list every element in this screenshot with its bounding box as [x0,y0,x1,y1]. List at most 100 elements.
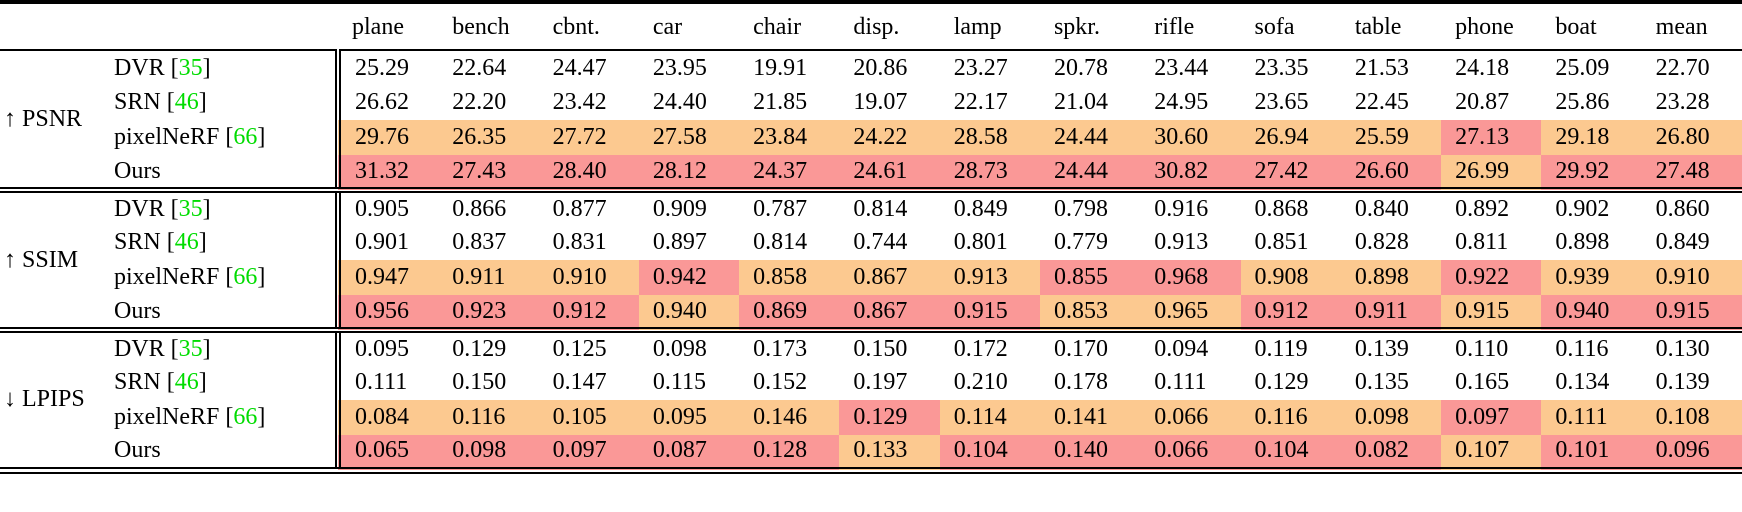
method-name: SRN [114,89,161,115]
corner-method-cell [112,2,338,51]
value-cell: 0.116 [1240,400,1341,435]
method-label: DVR [35] [114,54,211,81]
value-cell: 21.85 [753,89,808,115]
method-label: SRN [46] [114,369,207,395]
table-row: Ours 0.956 0.923 0.912 0.940 0.869 0.867 0.915 0… [0,295,1742,333]
value-cell: 26.60 [1340,155,1442,193]
table-row: pixelNeRF [66] 0.947 0.911 0.910 0.942 0.858 0… [0,260,1742,295]
value-cell: 27.13 [1441,120,1542,155]
value-cell: 0.115 [652,369,706,395]
citation: 66 [233,124,258,150]
value-cell: 0.869 [739,295,840,333]
metric-label: ↓ LPIPS [0,330,112,474]
value-cell: 27.72 [538,120,639,155]
method-label: Ours [112,155,338,193]
value-cell: 0.105 [538,400,639,435]
value-cell: 26.80 [1641,120,1742,155]
benchmark-results-section: plane bench cbnt. car chair disp. lamp spkr. rif… [0,0,1742,474]
method-name: pixelNeRF [114,124,220,150]
value-cell: 31.32 [334,155,439,193]
value-cell: 0.849 [953,195,1008,222]
value-cell: 24.37 [739,155,840,193]
value-cell: 25.86 [1555,89,1610,115]
column-header: car [638,2,740,51]
table-row: ↑ PSNR DVR [35] 25.29 22.64 24.47 23.95 19.91 2… [0,50,1742,193]
method-name: SRN [114,369,161,395]
value-cell: 25.59 [1340,120,1442,155]
column-header: cbnt. [538,2,639,51]
value-cell: 0.851 [1254,229,1309,255]
column-header: chair [739,2,840,51]
value-cell: 0.125 [552,335,607,362]
value-cell: 27.43 [438,155,539,193]
value-cell: 0.197 [853,369,908,395]
value-cell: 0.082 [1340,435,1442,474]
table-row: Ours 0.065 0.098 0.097 0.087 0.128 0.133 0.104 0… [0,435,1742,474]
value-cell: 0.911 [1340,295,1442,333]
value-cell: 0.101 [1541,435,1642,474]
column-header: rifle [1140,2,1241,51]
value-cell: 24.44 [1039,120,1141,155]
value-cell: 0.853 [1039,295,1141,333]
value-cell: 0.909 [652,195,707,222]
value-cell: 24.40 [652,89,707,115]
column-header: mean [1641,2,1742,51]
value-cell: 0.814 [753,229,808,255]
value-cell: 0.129 [839,400,940,435]
value-cell: 0.744 [853,229,908,255]
citation: 46 [174,229,199,255]
value-cell: 0.798 [1053,195,1108,222]
value-cell: 0.868 [1254,195,1309,222]
value-cell: 29.76 [334,120,439,155]
method-label: DVR [35] [114,195,211,222]
value-cell: 0.094 [1154,335,1209,362]
value-cell: 0.170 [1053,335,1108,362]
value-cell: 24.22 [839,120,940,155]
method-name: SRN [114,229,161,255]
value-cell: 0.915 [1441,295,1542,333]
method-name: DVR [114,54,165,81]
value-cell: 0.111 [1541,400,1642,435]
value-cell: 0.128 [739,435,840,474]
column-header: plane [338,2,439,51]
value-cell: 0.940 [638,295,740,333]
value-cell: 0.140 [1039,435,1141,474]
method-label: SRN [46] [114,89,207,115]
value-cell: 23.28 [1655,89,1710,115]
value-cell: 0.116 [1555,335,1609,362]
value-cell: 23.35 [1254,54,1309,81]
value-cell: 0.940 [1541,295,1642,333]
value-cell: 0.104 [939,435,1040,474]
value-cell: 0.901 [334,225,439,260]
value-cell: 29.92 [1541,155,1642,193]
method-label: Ours [112,295,338,333]
value-cell: 0.877 [552,195,607,222]
value-cell: 0.898 [1340,260,1442,295]
value-cell: 0.892 [1455,195,1510,222]
column-header: spkr. [1039,2,1141,51]
value-cell: 0.855 [1039,260,1141,295]
table-row: pixelNeRF [66] 29.76 26.35 27.72 27.58 23.84 2… [0,120,1742,155]
metric-label: ↑ PSNR [0,50,112,193]
value-cell: 0.942 [638,260,740,295]
value-cell: 26.35 [438,120,539,155]
value-cell: 0.922 [1441,260,1542,295]
value-cell: 0.915 [939,295,1040,333]
value-cell: 0.135 [1354,369,1409,395]
results-table: plane bench cbnt. car chair disp. lamp spkr. rif… [0,0,1742,474]
value-cell: 21.53 [1354,54,1409,81]
value-cell: 20.87 [1455,89,1510,115]
value-cell: 0.831 [552,229,607,255]
method-name: pixelNeRF [114,264,220,290]
value-cell: 0.902 [1555,195,1610,222]
citation: 35 [178,54,203,81]
citation: 66 [233,404,258,430]
table-row: ↓ LPIPS DVR [35] 0.095 0.129 0.125 0.098 0.173… [0,330,1742,474]
value-cell: 0.866 [452,195,507,222]
table-row: ↑ SSIM DVR [35] 0.905 0.866 0.877 0.909 0.787 0… [0,190,1742,333]
value-cell: 0.065 [334,435,439,474]
value-cell: 24.44 [1039,155,1141,193]
method-label: DVR [35] [114,335,211,362]
value-cell: 0.828 [1354,229,1409,255]
value-cell: 0.947 [334,260,439,295]
